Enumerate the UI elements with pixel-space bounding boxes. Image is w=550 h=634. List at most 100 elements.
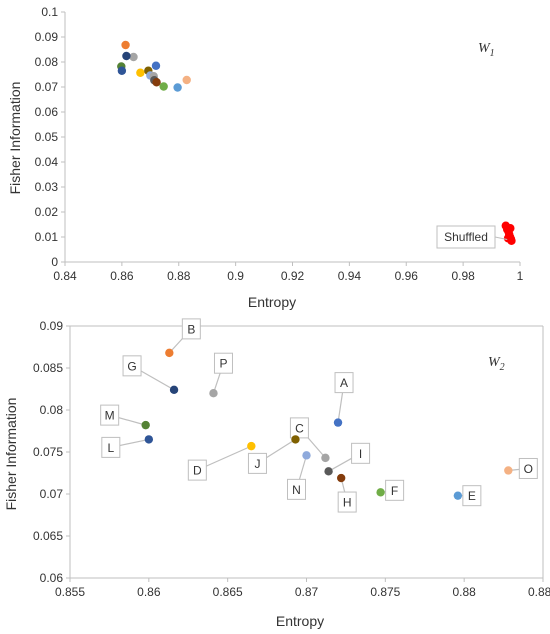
data-point-f xyxy=(376,488,385,497)
chart-w2-corner-label-main: W xyxy=(488,355,501,370)
data-point xyxy=(136,68,145,77)
y-tick-label: 0.065 xyxy=(33,529,63,543)
data-point-e xyxy=(453,491,463,500)
x-tick-label: 0.88 xyxy=(452,585,476,599)
data-point-j xyxy=(291,435,300,444)
chart-w1-y-axis-title: Fisher Information xyxy=(7,82,23,195)
chart-w1-x-axis-title: Entropy xyxy=(248,294,296,310)
y-tick-label: 0 xyxy=(51,255,58,269)
shuffled-data-point xyxy=(503,234,513,243)
data-point-p xyxy=(209,389,218,398)
y-tick-label: 0.07 xyxy=(40,487,64,501)
data-point xyxy=(129,52,138,62)
data-point xyxy=(121,40,130,50)
callout-box xyxy=(462,485,482,507)
x-tick-label: 0.855 xyxy=(55,585,85,599)
chart-w2-corner-label: W2 xyxy=(488,355,505,373)
callout-box xyxy=(518,457,538,479)
shuffled-callout-box xyxy=(436,225,496,249)
y-tick-label: 0.06 xyxy=(40,571,64,585)
point-label-j: J xyxy=(254,457,260,471)
chart-w2: 0.855 0.86 0.865 0.87 0.875 0.88 0.885 0.06 0.06… xyxy=(3,318,550,629)
y-tick-label: 0.075 xyxy=(33,445,63,459)
data-point xyxy=(152,78,161,87)
x-tick-label: 0.86 xyxy=(137,585,161,599)
x-tick-label: 0.86 xyxy=(110,269,134,283)
x-tick-label: 0.98 xyxy=(451,269,475,283)
chart-w2-y-axis-title: Fisher Information xyxy=(3,398,19,511)
y-tick-label: 0.08 xyxy=(40,403,64,417)
point-label-e: E xyxy=(468,489,476,503)
chart-w1-corner-label: W1 xyxy=(478,41,495,59)
data-point-g xyxy=(169,385,179,395)
point-label-f: F xyxy=(391,484,398,498)
x-tick-label: 0.88 xyxy=(167,269,191,283)
callout-box xyxy=(122,355,142,377)
data-point-h xyxy=(336,473,346,483)
chart-w1-points xyxy=(117,40,516,245)
y-tick-label: 0.09 xyxy=(40,319,64,333)
callout-box xyxy=(181,318,201,340)
data-point-a xyxy=(333,418,343,427)
data-point-m xyxy=(141,420,150,430)
point-label-b: B xyxy=(187,322,195,336)
y-tick-label: 0.1 xyxy=(41,5,58,19)
data-point xyxy=(173,83,182,92)
callout-box xyxy=(351,442,371,464)
data-point xyxy=(122,51,131,61)
chart-w1-corner-label-sub: 1 xyxy=(490,48,495,59)
point-label-a: A xyxy=(340,376,348,390)
data-point-c xyxy=(321,453,330,463)
y-tick-label: 0.02 xyxy=(35,205,59,219)
chart-w1-corner-label-main: W xyxy=(478,41,491,56)
data-point-o xyxy=(504,466,513,475)
callout-box xyxy=(187,459,207,481)
chart-w2-axes: 0.855 0.86 0.865 0.87 0.875 0.88 0.885 0.06 0.06… xyxy=(33,319,550,599)
point-label-o: O xyxy=(524,462,533,476)
shuffled-data-point xyxy=(506,224,515,233)
chart-w2-points xyxy=(141,348,513,500)
data-point-b xyxy=(165,348,174,358)
chart-w2-corner-label-sub: 2 xyxy=(500,362,505,373)
callout-box xyxy=(100,404,120,426)
point-label-m: M xyxy=(105,409,115,423)
x-tick-label: 0.92 xyxy=(281,269,305,283)
x-tick-label: 0.885 xyxy=(528,585,550,599)
x-tick-label: 1 xyxy=(517,269,524,283)
y-tick-label: 0.06 xyxy=(35,105,59,119)
chart-w1: 0.84 0.86 0.88 0.9 0.92 0.94 0.96 0.98 1 0 0.01 0.0… xyxy=(7,5,524,310)
point-label-h: H xyxy=(343,496,352,510)
chart-w1-axes: 0.84 0.86 0.88 0.9 0.92 0.94 0.96 0.98 1 0 0.01 0.0… xyxy=(35,5,524,283)
y-tick-label: 0.08 xyxy=(35,55,59,69)
x-tick-label: 0.84 xyxy=(53,269,77,283)
y-tick-label: 0.04 xyxy=(35,155,59,169)
data-point-i xyxy=(324,467,333,476)
chart-w1-callouts: Shuffled xyxy=(436,225,508,249)
y-tick-label: 0.07 xyxy=(35,80,59,94)
point-label-l: L xyxy=(107,441,114,455)
point-label-d: D xyxy=(193,464,202,478)
data-point-d xyxy=(247,441,256,451)
y-tick-label: 0.03 xyxy=(35,180,59,194)
callout-box xyxy=(385,479,405,501)
shuffled-callout-leader xyxy=(494,236,508,240)
y-tick-label: 0.05 xyxy=(35,130,59,144)
callout-box xyxy=(287,478,306,500)
shuffled-callout-label: Shuffled xyxy=(444,230,488,244)
point-label-g: G xyxy=(127,359,136,373)
point-label-i: I xyxy=(359,447,362,461)
x-tick-label: 0.87 xyxy=(295,585,319,599)
callout-box xyxy=(337,491,357,513)
chart-w2-callouts: A B C D E F G H I J L M N O P xyxy=(100,318,538,513)
data-point xyxy=(151,61,161,70)
callout-box xyxy=(101,436,121,458)
point-label-p: P xyxy=(219,357,227,371)
data-point xyxy=(159,82,168,91)
callout-box xyxy=(334,372,354,394)
callout-box xyxy=(289,417,309,439)
data-point-n xyxy=(302,451,311,460)
data-point-l xyxy=(144,435,154,444)
callout-box xyxy=(247,452,267,474)
chart-w2-x-axis-title: Entropy xyxy=(276,613,324,629)
y-tick-label: 0.01 xyxy=(35,230,59,244)
